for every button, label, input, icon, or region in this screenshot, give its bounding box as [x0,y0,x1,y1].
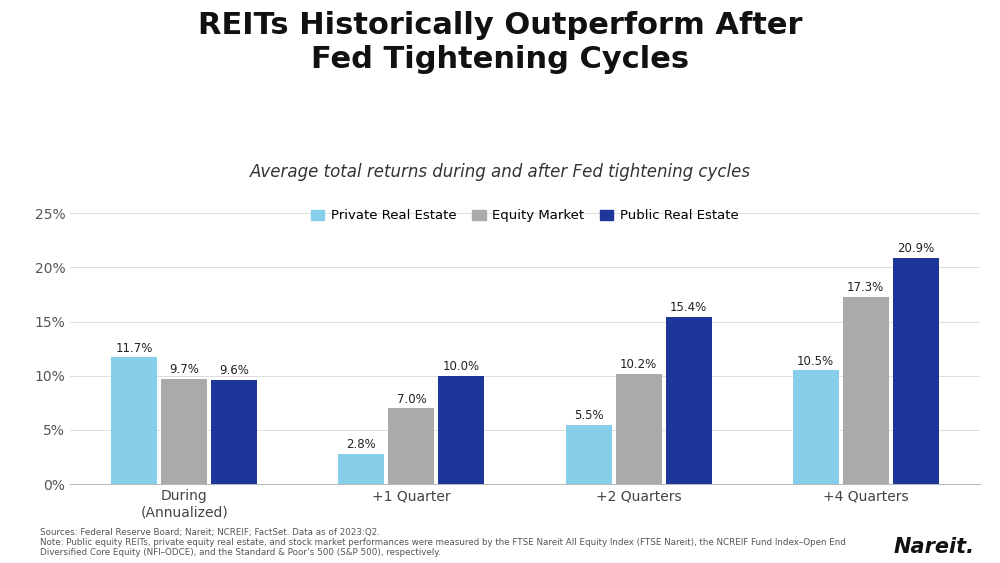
Bar [793,370,839,484]
Bar [338,454,384,484]
Text: 20.9%: 20.9% [897,242,934,255]
Text: 11.7%: 11.7% [116,342,153,355]
Bar [843,297,889,484]
Text: REITs Historically Outperform After
Fed Tightening Cycles: REITs Historically Outperform After Fed … [198,11,802,74]
Bar [666,317,712,484]
Text: 2.8%: 2.8% [347,438,376,451]
Text: 10.2%: 10.2% [620,358,657,371]
Text: 9.6%: 9.6% [219,364,249,377]
Text: 9.7%: 9.7% [169,363,199,376]
Text: Sources: Federal Reserve Board; Nareit; NCREIF; FactSet. Data as of 2023:Q2.
Not: Sources: Federal Reserve Board; Nareit; … [40,528,846,557]
Text: 15.4%: 15.4% [670,302,707,315]
Text: Nareit.: Nareit. [894,537,975,557]
Text: 10.5%: 10.5% [797,355,834,368]
Text: 10.0%: 10.0% [443,360,480,373]
Bar [893,257,939,484]
Bar [111,358,157,484]
Legend: Private Real Estate, Equity Market, Public Real Estate: Private Real Estate, Equity Market, Publ… [306,204,744,227]
Text: Average total returns during and after Fed tightening cycles: Average total returns during and after F… [250,163,750,181]
Bar [566,425,612,484]
Bar [211,380,257,484]
Text: 7.0%: 7.0% [397,392,426,405]
Bar [616,374,662,484]
Bar [438,376,484,484]
Bar [388,408,434,484]
Text: 5.5%: 5.5% [574,409,603,422]
Text: 17.3%: 17.3% [847,281,884,294]
Bar [161,379,207,484]
